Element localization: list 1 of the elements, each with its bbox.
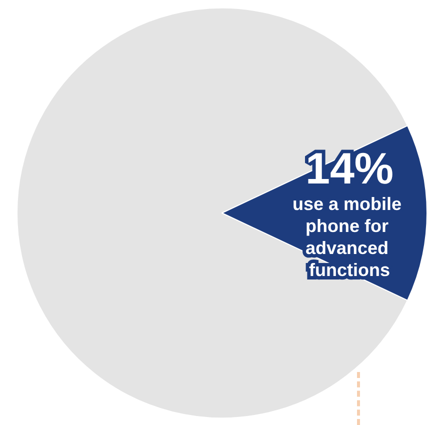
- data-label: 14%: [305, 144, 394, 194]
